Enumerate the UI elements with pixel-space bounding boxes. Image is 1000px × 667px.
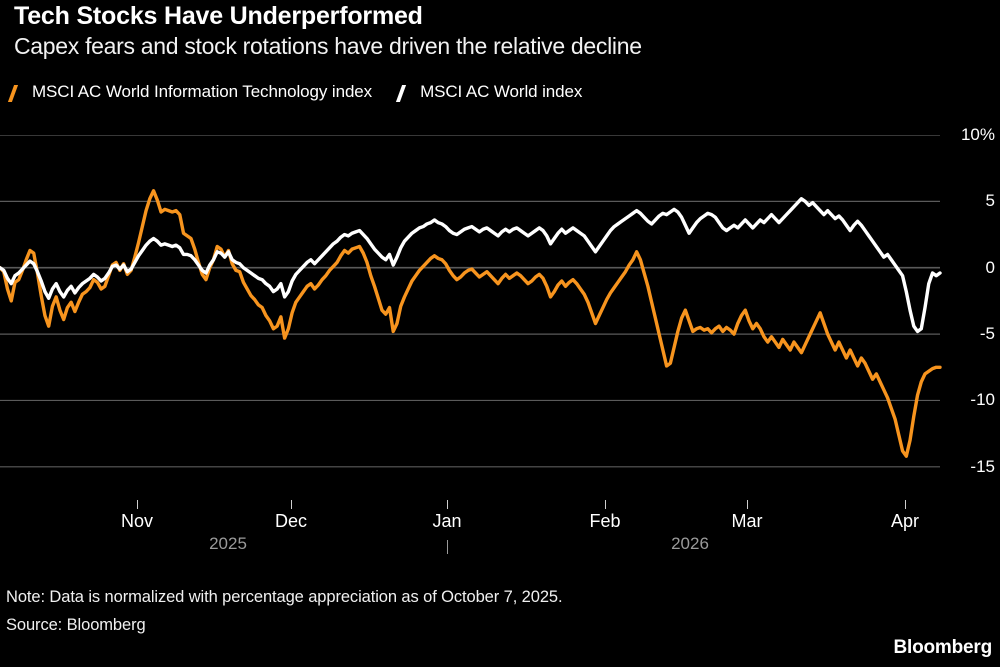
chart-subtitle: Capex fears and stock rotations have dri… bbox=[14, 33, 642, 59]
x-axis-month-label: Mar bbox=[731, 511, 763, 531]
chart-legend: MSCI AC World Information Technology ind… bbox=[7, 82, 608, 102]
legend-item-tech[interactable]: MSCI AC World Information Technology ind… bbox=[7, 82, 373, 102]
x-axis-year-label: 2026 bbox=[671, 534, 709, 553]
x-axis-tick bbox=[447, 500, 448, 509]
legend-label-world: MSCI AC World index bbox=[420, 82, 583, 101]
chart-plot-area bbox=[0, 135, 1000, 500]
chart-title: Tech Stocks Have Underperformed bbox=[14, 2, 423, 30]
x-axis-tick bbox=[747, 500, 748, 509]
x-axis-month-label: Apr bbox=[890, 511, 920, 531]
legend-item-world[interactable]: MSCI AC World index bbox=[395, 82, 583, 102]
x-axis-year-label: 2025 bbox=[209, 534, 247, 553]
x-axis-month-label: Jan bbox=[432, 511, 462, 531]
bloomberg-logo: Bloomberg bbox=[893, 637, 993, 658]
x-axis-month-label: Feb bbox=[589, 511, 621, 531]
legend-label-tech: MSCI AC World Information Technology ind… bbox=[32, 82, 373, 101]
year-boundary-tick bbox=[447, 540, 448, 554]
x-axis-tick bbox=[905, 500, 906, 509]
x-axis-tick bbox=[291, 500, 292, 509]
chart-svg bbox=[0, 135, 942, 468]
series-line-world bbox=[0, 197, 942, 334]
x-axis: Nov Dec Jan Feb Mar Apr 2025 2026 bbox=[0, 500, 1000, 580]
x-axis-tick bbox=[137, 500, 138, 509]
x-axis-month-label: Dec bbox=[274, 511, 308, 531]
chart-source: Source: Bloomberg bbox=[6, 616, 146, 634]
x-axis-month-label: Nov bbox=[120, 511, 154, 531]
series-line-tech bbox=[0, 189, 942, 458]
legend-swatch-tech-icon bbox=[7, 84, 23, 102]
x-axis-tick bbox=[605, 500, 606, 509]
chart-note: Note: Data is normalized with percentage… bbox=[6, 588, 563, 606]
legend-swatch-world-icon bbox=[395, 84, 411, 102]
